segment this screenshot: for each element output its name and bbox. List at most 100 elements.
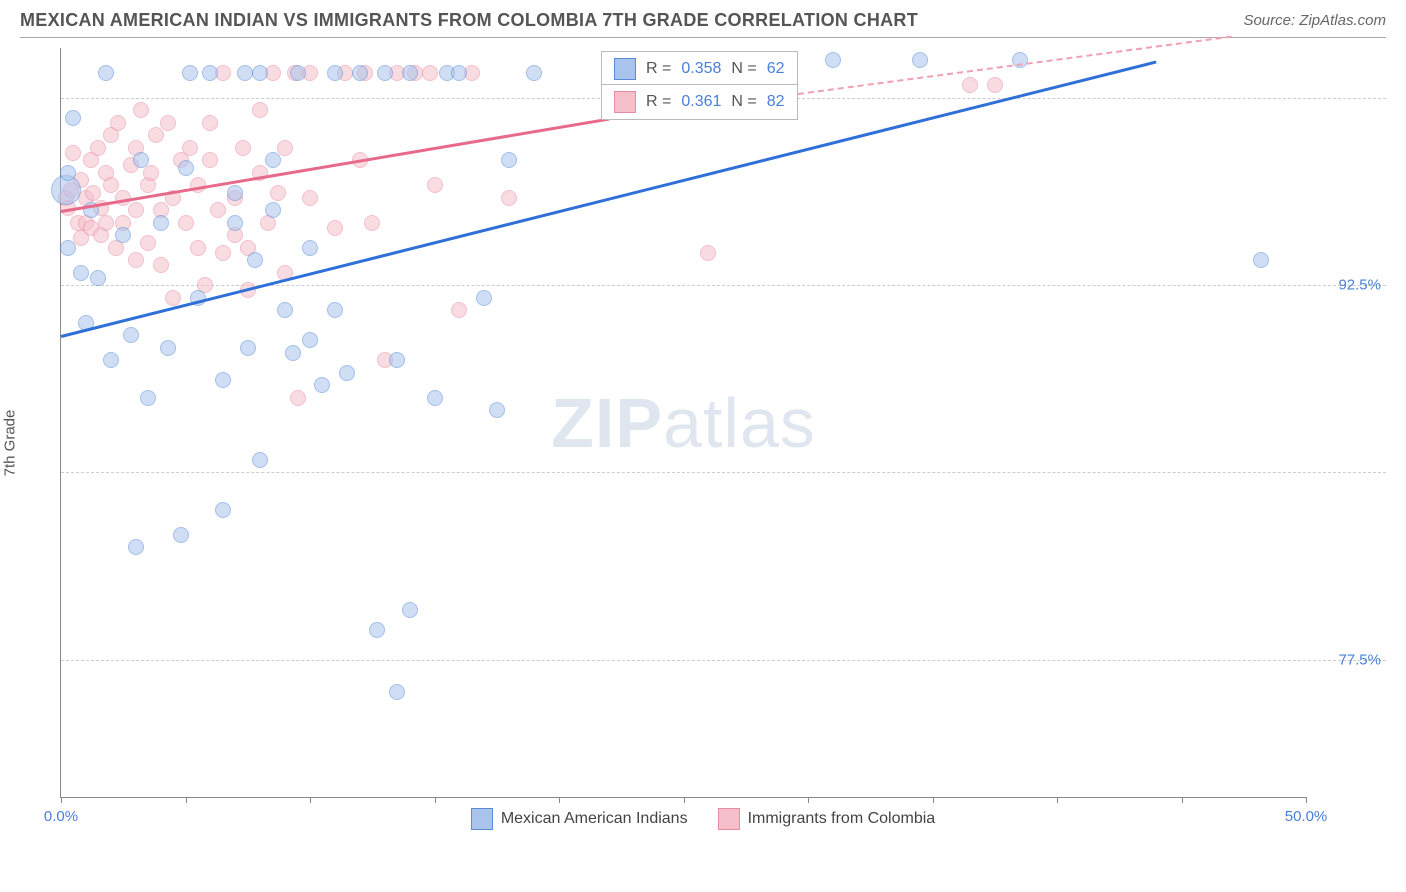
- swatch-blue: [614, 58, 636, 80]
- stat-r-label: R =: [646, 60, 671, 78]
- scatter-point: [148, 127, 164, 143]
- watermark-light: atlas: [663, 384, 816, 462]
- scatter-point: [252, 452, 268, 468]
- scatter-point: [825, 52, 841, 68]
- scatter-point: [143, 165, 159, 181]
- bottom-legend: Mexican American Indians Immigrants from…: [20, 808, 1386, 830]
- scatter-point: [153, 215, 169, 231]
- x-tick: [559, 797, 560, 803]
- scatter-point: [128, 252, 144, 268]
- scatter-point: [133, 152, 149, 168]
- scatter-point: [422, 65, 438, 81]
- scatter-point: [402, 65, 418, 81]
- scatter-point: [339, 365, 355, 381]
- scatter-point: [290, 390, 306, 406]
- scatter-point: [60, 165, 76, 181]
- stat-r-value: 0.358: [681, 60, 721, 78]
- scatter-point: [235, 140, 251, 156]
- gridline: [61, 660, 1386, 661]
- scatter-point: [364, 215, 380, 231]
- scatter-point: [526, 65, 542, 81]
- scatter-point: [190, 240, 206, 256]
- scatter-point: [265, 202, 281, 218]
- x-tick: [186, 797, 187, 803]
- scatter-point: [476, 290, 492, 306]
- stats-box: R =0.361N =82: [601, 84, 798, 120]
- scatter-point: [90, 270, 106, 286]
- scatter-point: [182, 140, 198, 156]
- plot-area: ZIPatlas 77.5%92.5%0.0%50.0%R =0.358N =6…: [60, 48, 1306, 798]
- scatter-point: [700, 245, 716, 261]
- scatter-point: [427, 390, 443, 406]
- chart-title: MEXICAN AMERICAN INDIAN VS IMMIGRANTS FR…: [20, 10, 918, 31]
- scatter-point: [165, 290, 181, 306]
- scatter-point: [133, 102, 149, 118]
- scatter-point: [501, 152, 517, 168]
- scatter-point: [327, 65, 343, 81]
- swatch-pink: [718, 808, 740, 830]
- x-tick: [933, 797, 934, 803]
- scatter-point: [240, 340, 256, 356]
- stat-n-value: 62: [767, 60, 785, 78]
- scatter-point: [252, 102, 268, 118]
- scatter-point: [277, 302, 293, 318]
- scatter-point: [265, 152, 281, 168]
- scatter-point: [103, 352, 119, 368]
- scatter-point: [215, 502, 231, 518]
- scatter-point: [215, 372, 231, 388]
- y-tick-label: 77.5%: [1338, 651, 1381, 668]
- scatter-point: [210, 202, 226, 218]
- scatter-point: [178, 160, 194, 176]
- scatter-point: [115, 227, 131, 243]
- scatter-point: [987, 77, 1003, 93]
- scatter-point: [962, 77, 978, 93]
- scatter-point: [160, 115, 176, 131]
- scatter-point: [369, 622, 385, 638]
- scatter-point: [98, 65, 114, 81]
- scatter-point: [202, 152, 218, 168]
- scatter-point: [302, 190, 318, 206]
- scatter-point: [215, 245, 231, 261]
- scatter-point: [427, 177, 443, 193]
- scatter-point: [73, 265, 89, 281]
- stats-box: R = 0.358 N = 62: [601, 51, 798, 87]
- scatter-point: [327, 302, 343, 318]
- scatter-point: [352, 65, 368, 81]
- scatter-point: [90, 140, 106, 156]
- y-tick-label: 92.5%: [1338, 277, 1381, 294]
- stat-r-label: R =: [646, 93, 671, 111]
- legend-item-pink: Immigrants from Colombia: [718, 808, 936, 830]
- scatter-point: [377, 65, 393, 81]
- stat-n-label: N =: [731, 93, 756, 111]
- gridline: [61, 472, 1386, 473]
- scatter-point: [128, 539, 144, 555]
- watermark-bold: ZIP: [551, 384, 663, 462]
- chart-header: MEXICAN AMERICAN INDIAN VS IMMIGRANTS FR…: [0, 0, 1406, 37]
- scatter-point: [140, 235, 156, 251]
- scatter-point: [270, 185, 286, 201]
- stat-r-value: 0.361: [681, 93, 721, 111]
- x-tick: [808, 797, 809, 803]
- scatter-point: [60, 240, 76, 256]
- scatter-point: [290, 65, 306, 81]
- x-tick: [310, 797, 311, 803]
- scatter-point: [912, 52, 928, 68]
- scatter-point: [389, 352, 405, 368]
- legend-label-pink: Immigrants from Colombia: [748, 810, 936, 828]
- scatter-point: [314, 377, 330, 393]
- scatter-point: [302, 332, 318, 348]
- scatter-point: [389, 684, 405, 700]
- scatter-point: [140, 390, 156, 406]
- scatter-point: [227, 215, 243, 231]
- x-tick: [1057, 797, 1058, 803]
- chart-container: 7th Grade ZIPatlas 77.5%92.5%0.0%50.0%R …: [20, 48, 1386, 838]
- stat-n-label: N =: [731, 60, 756, 78]
- scatter-point: [173, 527, 189, 543]
- scatter-point: [160, 340, 176, 356]
- header-divider: [20, 37, 1386, 38]
- scatter-point: [285, 345, 301, 361]
- scatter-point: [302, 240, 318, 256]
- legend-item-blue: Mexican American Indians: [471, 808, 688, 830]
- scatter-point: [128, 202, 144, 218]
- watermark: ZIPatlas: [551, 383, 816, 463]
